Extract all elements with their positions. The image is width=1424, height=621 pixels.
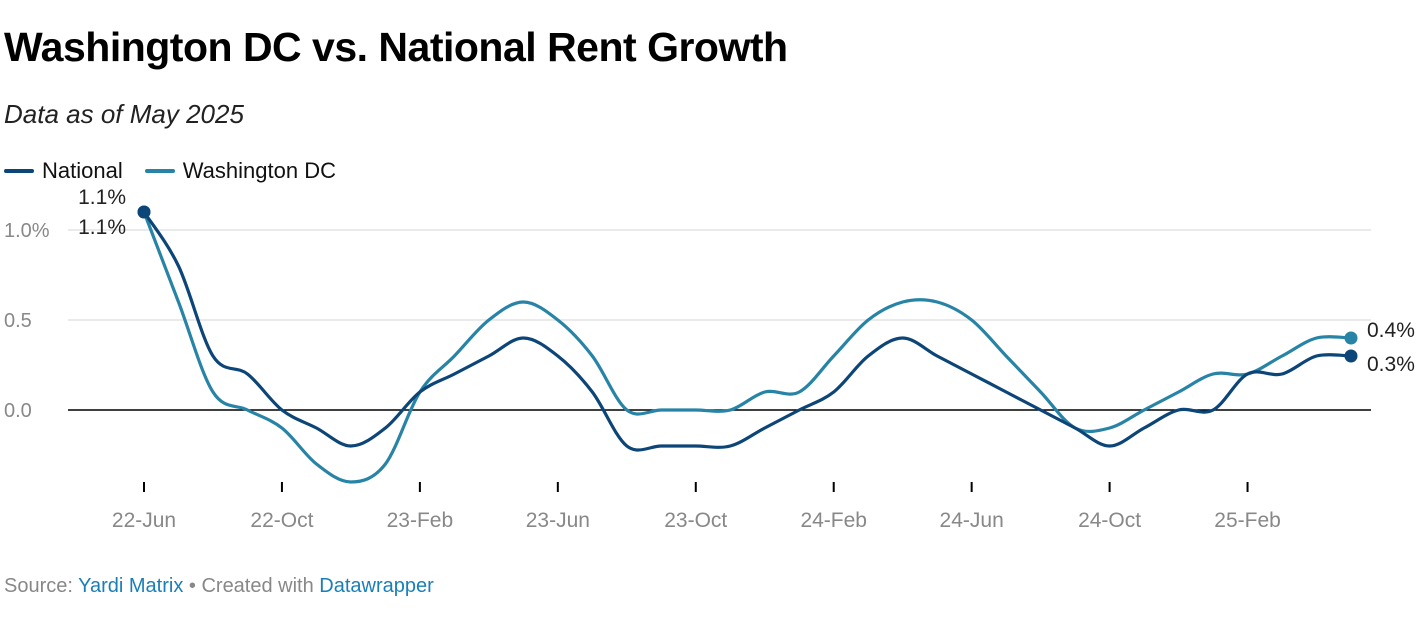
legend-swatch-washington: [144, 169, 175, 173]
chart-legend: National Washington DC: [4, 158, 358, 184]
y-tick-label: 0.5: [4, 310, 32, 332]
legend-swatch-national: [4, 169, 34, 173]
footer-separator: • Created with: [183, 575, 320, 597]
end-label-washington: 0.4%: [1367, 319, 1415, 342]
end-point-national: [1344, 349, 1358, 363]
series-line-washington: [142, 210, 1353, 484]
chart-footer: Source: Yardi Matrix • Created with Data…: [4, 575, 434, 598]
series-line-national: [142, 210, 1353, 452]
chart-title: Washington DC vs. National Rent Growth: [4, 24, 788, 70]
x-tick-label: 22-Jun: [112, 509, 176, 532]
legend-item-national: National: [4, 158, 123, 184]
start-point-national: [137, 205, 151, 219]
x-tick-label: 22-Oct: [250, 509, 313, 532]
legend-label-washington: Washington DC: [182, 158, 336, 183]
x-tick-label: 24-Oct: [1078, 509, 1141, 532]
x-tick-label: 24-Feb: [800, 509, 867, 532]
y-tick-label: 1.0%: [4, 220, 50, 242]
start-label-national: 1.1%: [78, 216, 126, 239]
x-tick-label: 23-Oct: [664, 509, 727, 532]
end-label-national: 0.3%: [1367, 353, 1415, 376]
source-link[interactable]: Yardi Matrix: [78, 575, 184, 597]
x-tick-label: 24-Jun: [940, 509, 1004, 532]
end-point-washington: [1344, 331, 1358, 345]
x-tick-label: 25-Feb: [1214, 509, 1281, 532]
legend-item-washington: Washington DC: [144, 158, 336, 184]
datawrapper-link[interactable]: Datawrapper: [319, 575, 434, 597]
x-tick-label: 23-Feb: [387, 509, 454, 532]
source-prefix: Source:: [4, 575, 79, 597]
x-tick-label: 23-Jun: [526, 509, 590, 532]
y-tick-label: 0.0: [4, 400, 32, 422]
start-label-washington: 1.1%: [78, 186, 126, 209]
chart-subtitle: Data as of May 2025: [4, 99, 244, 129]
legend-label-national: National: [42, 158, 123, 183]
